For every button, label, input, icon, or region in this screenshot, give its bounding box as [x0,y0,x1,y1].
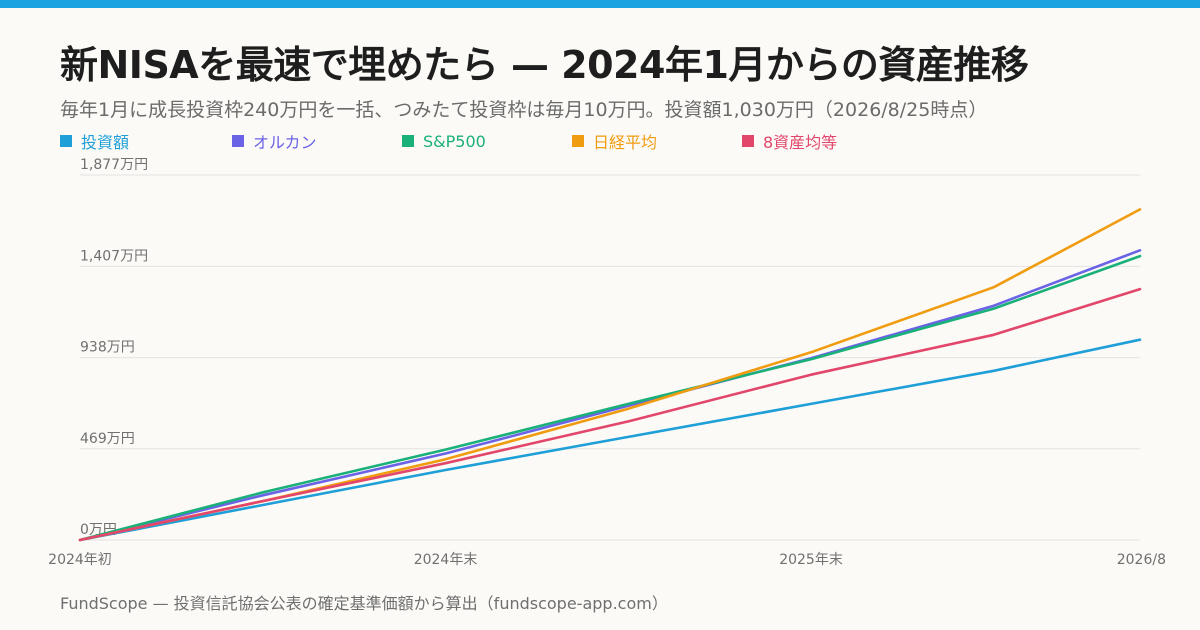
legend-item-sp500: S&P500 [402,131,486,151]
x-tick-label: 2024年初 [48,551,112,568]
y-tick-label: 1,407万円 [80,248,148,264]
legend-swatch [402,135,414,147]
legend-label: オルカン [253,133,317,152]
series-line-3 [78,208,1142,542]
legend-label: S&P500 [423,131,486,151]
y-tick-label: 469万円 [80,431,135,447]
x-tick-label: 2026/8 [1117,552,1166,568]
x-tick-label: 2024年末 [414,552,478,568]
legend-swatch [572,135,584,147]
series-line-2 [78,254,1142,542]
y-tick-label: 1,877万円 [80,157,148,173]
source-footer: FundScope — 投資信託協会公表の確定基準価額から算出（fundscop… [60,594,668,613]
page-title: 新NISAを最速で埋めたら — 2024年1月からの資産推移 [60,43,1029,87]
series-line-4 [78,287,1142,542]
y-tick-label: 938万円 [80,340,135,356]
series-line-0 [78,338,1142,542]
page-subtitle: 毎年1月に成長投資枠240万円を一括、つみたて投資枠は毎月10万円。投資額1,0… [60,99,988,121]
legend-label: 投資額 [81,133,130,152]
top-accent-bar [0,0,1200,8]
legend-swatch [742,135,754,147]
legend-item-investment: 投資額 [60,131,130,152]
legend-item-all-country: オルカン [232,131,317,152]
x-tick-label: 2025年末 [779,552,843,568]
series-line-1 [78,249,1142,542]
legend-swatch [232,135,244,147]
legend-label: 8資産均等 [763,133,838,152]
chart-legend: 投資額 オルカン S&P500 日経平均 8資産均等 [60,131,1060,152]
legend-label: 日経平均 [593,133,658,152]
legend-swatch [60,135,72,147]
legend-item-8-asset: 8資産均等 [742,131,838,152]
legend-item-nikkei: 日経平均 [572,131,658,152]
